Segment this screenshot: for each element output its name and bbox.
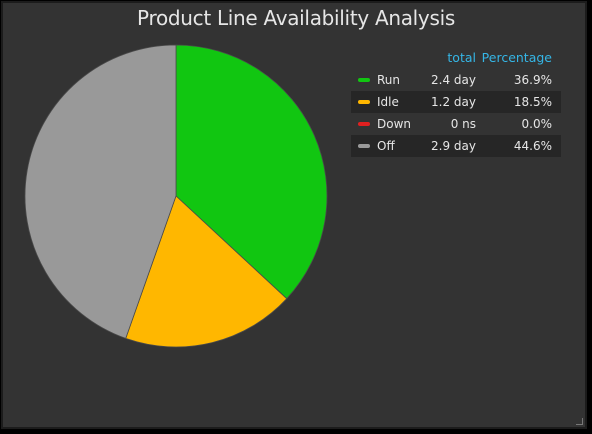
legend-label: Down — [377, 117, 412, 131]
legend-label: Idle — [377, 95, 399, 109]
legend-swatch — [358, 100, 370, 104]
legend-row-off[interactable]: Off 2.9 day 44.6% — [351, 135, 561, 157]
chart-title: Product Line Availability Analysis — [137, 6, 455, 30]
legend-header-total: total — [447, 50, 476, 65]
legend-swatch — [358, 78, 370, 82]
legend-header: total Percentage — [351, 47, 561, 69]
pie-chart — [24, 44, 328, 348]
pie-slice-idle[interactable] — [125, 195, 288, 348]
legend-total: 2.9 day — [431, 139, 476, 153]
resize-handle[interactable] — [576, 418, 583, 425]
chart-panel: Product Line Availability Analysis total… — [1, 1, 587, 429]
pie-slice-off[interactable] — [24, 44, 177, 339]
legend-label: Off — [377, 139, 395, 153]
legend-percentage: 44.6% — [513, 139, 552, 153]
legend-percentage: 0.0% — [521, 117, 553, 131]
legend-row-idle[interactable]: Idle 1.2 day 18.5% — [351, 91, 561, 113]
legend-total: 1.2 day — [431, 95, 476, 109]
legend-swatch — [358, 122, 370, 126]
legend-row-down[interactable]: Down 0 ns 0.0% — [351, 113, 561, 135]
pie-slices — [24, 44, 328, 348]
legend-header-percentage: Percentage — [481, 50, 552, 65]
legend-row-run[interactable]: Run 2.4 day 36.9% — [351, 69, 561, 91]
legend: total Percentage Run 2.4 day 36.9% Idle … — [351, 47, 561, 157]
legend-percentage: 18.5% — [513, 95, 552, 109]
legend-total: 0 ns — [450, 117, 476, 131]
legend-total: 2.4 day — [431, 73, 476, 87]
pie-slice-run[interactable] — [175, 44, 328, 300]
legend-percentage: 36.9% — [513, 73, 552, 87]
legend-swatch — [358, 144, 370, 148]
legend-label: Run — [377, 73, 401, 87]
